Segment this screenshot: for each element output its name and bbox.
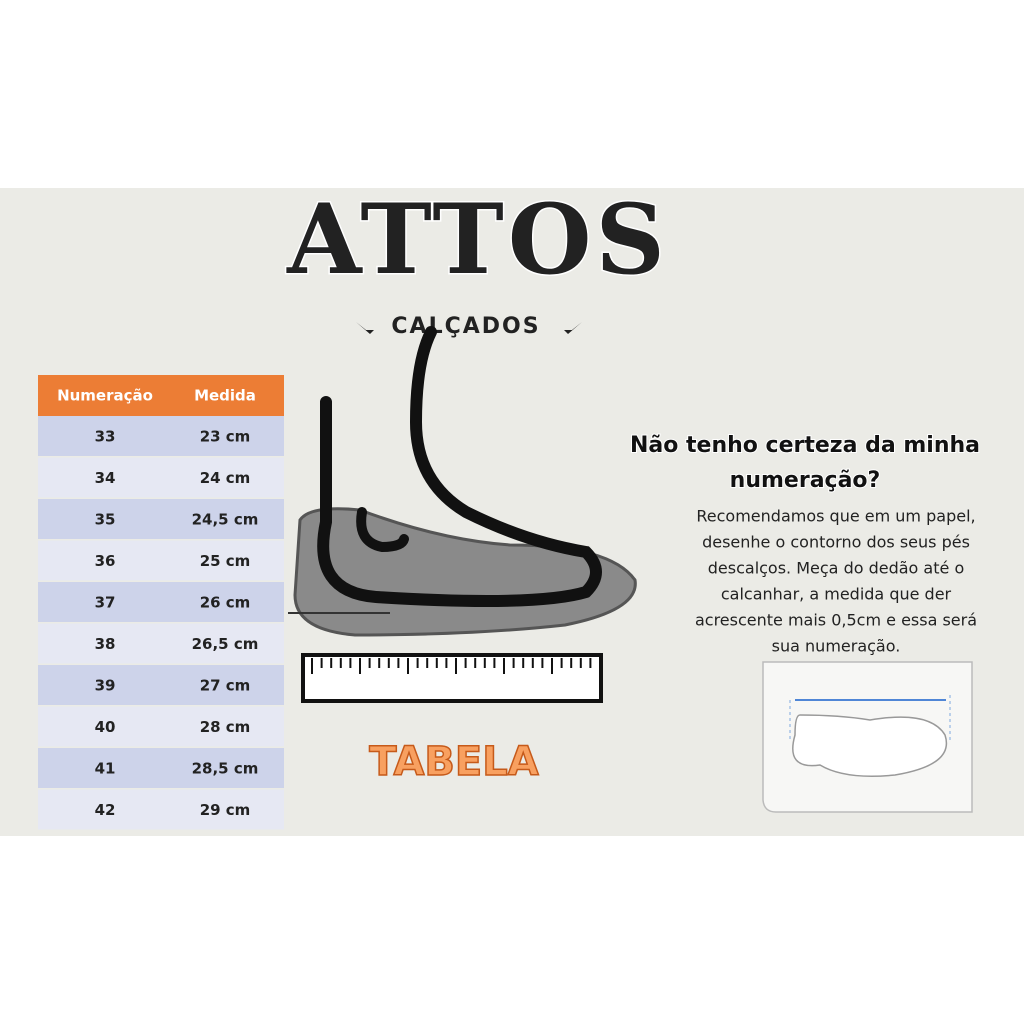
size-table: Numeração Medida 33 23 cm 34 24 cm 35 24,5 cm…	[38, 375, 284, 830]
brand-name: ATTOS	[286, 183, 669, 296]
table-row	[38, 416, 284, 456]
table-row	[38, 582, 284, 622]
table-cell: 24,5 cm	[192, 511, 259, 529]
table-header-cell: Medida	[194, 387, 256, 405]
table-row	[38, 457, 284, 498]
table-cell: 28,5 cm	[192, 760, 259, 778]
table-cell: 41	[95, 760, 116, 778]
help-text: descalços. Meça do dedão até o	[708, 559, 964, 578]
help-block: Não tenho certeza da minha numeração? Reco…	[629, 432, 981, 656]
help-text: sua numeração.	[772, 637, 901, 656]
help-title: numeração?	[730, 468, 881, 493]
measure-guides	[789, 695, 951, 740]
help-text: desenhe o contorno dos seus pés	[702, 533, 970, 552]
help-text: calcanhar, a medida que der	[721, 585, 952, 604]
table-cell: 33	[95, 428, 116, 446]
table-cell: 27 cm	[200, 677, 251, 695]
ruler-ticks	[311, 658, 592, 674]
table-cell: 36	[95, 552, 116, 570]
table-cell: 28 cm	[200, 718, 251, 736]
table-cell: 25 cm	[200, 552, 251, 570]
table-cell: 29 cm	[200, 801, 251, 819]
shoe	[293, 507, 637, 637]
table-cell: 39	[95, 677, 116, 695]
tabela-label: TABELA	[369, 739, 538, 785]
table-row	[38, 540, 284, 581]
table-cell: 26 cm	[200, 594, 251, 612]
help-title: Não tenho certeza da minha	[630, 433, 980, 458]
table-row	[38, 706, 284, 747]
table-cell: 37	[95, 594, 116, 612]
table-cell: 26,5 cm	[192, 635, 259, 653]
table-cell: 24 cm	[200, 469, 251, 487]
table-row	[38, 499, 284, 539]
help-text: Recomendamos que em um papel,	[696, 507, 975, 526]
brand-subtitle: CALÇADOS	[391, 314, 540, 339]
table-cell: 42	[95, 801, 116, 819]
table-cell: 35	[95, 511, 116, 529]
table-cell: 40	[95, 718, 116, 736]
table-cell: 23 cm	[200, 428, 251, 446]
foot-drawing	[792, 714, 948, 777]
table-row	[38, 748, 284, 788]
help-text: acrescente mais 0,5cm e essa será	[695, 611, 977, 630]
ankle-bone	[356, 507, 409, 553]
table-cell: 38	[95, 635, 116, 653]
table-header-cell: Numeração	[57, 387, 153, 405]
table-header	[38, 375, 284, 416]
table-cell: 34	[95, 469, 116, 487]
foot-outline	[317, 326, 602, 607]
table-row	[38, 665, 284, 705]
ruler	[301, 653, 603, 703]
table-row	[38, 623, 284, 664]
table-row	[38, 789, 284, 830]
